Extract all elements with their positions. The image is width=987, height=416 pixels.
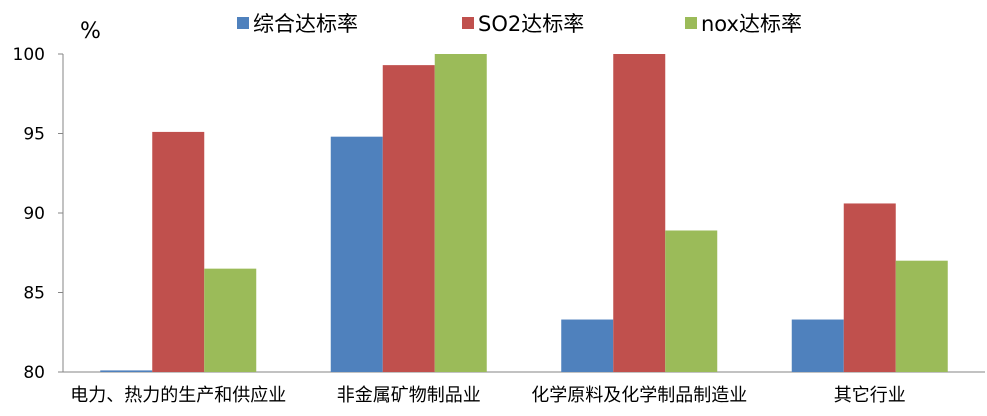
bar <box>561 319 614 372</box>
bar <box>843 203 896 372</box>
y-axis-unit-label: % <box>80 19 101 44</box>
legend-label: SO2达标率 <box>478 12 584 36</box>
bar <box>330 136 383 372</box>
legend-swatch <box>237 17 249 29</box>
x-category-label: 其它行业 <box>834 385 906 406</box>
y-tick-label: 85 <box>23 284 45 304</box>
bar <box>152 131 205 372</box>
bar <box>382 65 435 372</box>
bar <box>895 260 948 372</box>
x-category-label: 电力、热力的生产和供应业 <box>70 385 286 406</box>
legend-label: nox达标率 <box>701 12 802 36</box>
y-tick-label: 100 <box>13 45 45 65</box>
bar <box>100 370 153 372</box>
x-category-label: 化学原料及化学制品制造业 <box>531 385 747 406</box>
legend-label: 综合达标率 <box>253 12 358 36</box>
y-axis-ticks: 80 85 90 95 100 <box>13 45 63 383</box>
bar <box>434 54 487 372</box>
bar <box>613 54 666 372</box>
y-tick-label: 90 <box>23 204 45 224</box>
legend-swatch <box>685 17 697 29</box>
x-category-label: 非金属矿物制品业 <box>337 385 481 406</box>
y-tick-label: 95 <box>23 125 45 145</box>
bar <box>791 319 844 372</box>
bars <box>100 54 948 372</box>
bar <box>665 230 718 372</box>
bar <box>204 268 257 372</box>
legend: 综合达标率 SO2达标率 nox达标率 <box>237 12 802 36</box>
x-axis-categories: 电力、热力的生产和供应业 非金属矿物制品业 化学原料及化学制品制造业 其它行业 <box>70 385 906 406</box>
y-tick-label: 80 <box>23 363 45 383</box>
legend-swatch <box>462 17 474 29</box>
